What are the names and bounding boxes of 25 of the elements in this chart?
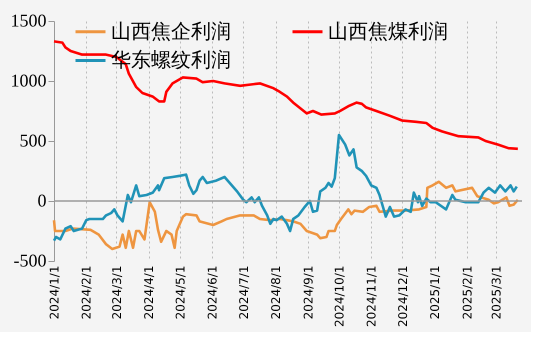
y-tick-label: 0 bbox=[38, 190, 46, 210]
x-tick-label: 2024/4/1 bbox=[142, 266, 156, 320]
line-series bbox=[52, 134, 518, 242]
x-tick-label: 2024/2/1 bbox=[80, 266, 94, 320]
line-series bbox=[52, 40, 520, 150]
line-series bbox=[52, 180, 520, 250]
x-tick-label: 2024/1/1 bbox=[48, 266, 62, 320]
x-tick-label: 2024/8/1 bbox=[269, 266, 284, 320]
x-tick-label: 2025/1/1 bbox=[428, 266, 442, 320]
y-tick-label: 1500 bbox=[10, 10, 46, 30]
legend-label: 山西焦煤利润 bbox=[328, 18, 448, 43]
x-tick-label: 2025/2/1 bbox=[460, 266, 474, 320]
x-tick-label: 2024/12/1 bbox=[396, 266, 410, 328]
x-tick-label: 2024/3/1 bbox=[110, 266, 124, 320]
x-tick-label: 2024/5/1 bbox=[173, 266, 188, 320]
x-tick-label: 2024/11/1 bbox=[364, 266, 379, 328]
x-tick-label: 2024/7/1 bbox=[236, 266, 251, 320]
x-tick-label: 2024/10/1 bbox=[332, 266, 346, 328]
x-tick-label: 2024/9/1 bbox=[301, 266, 316, 320]
y-tick-label: -500 bbox=[14, 250, 46, 270]
x-tick-label: 2025/3/1 bbox=[490, 266, 504, 320]
x-tick-label: 2024/6/1 bbox=[206, 266, 220, 320]
y-tick-label: 500 bbox=[20, 130, 46, 150]
legend-label: 山西焦企利润 bbox=[111, 18, 231, 43]
y-tick-label: 1000 bbox=[10, 70, 46, 90]
